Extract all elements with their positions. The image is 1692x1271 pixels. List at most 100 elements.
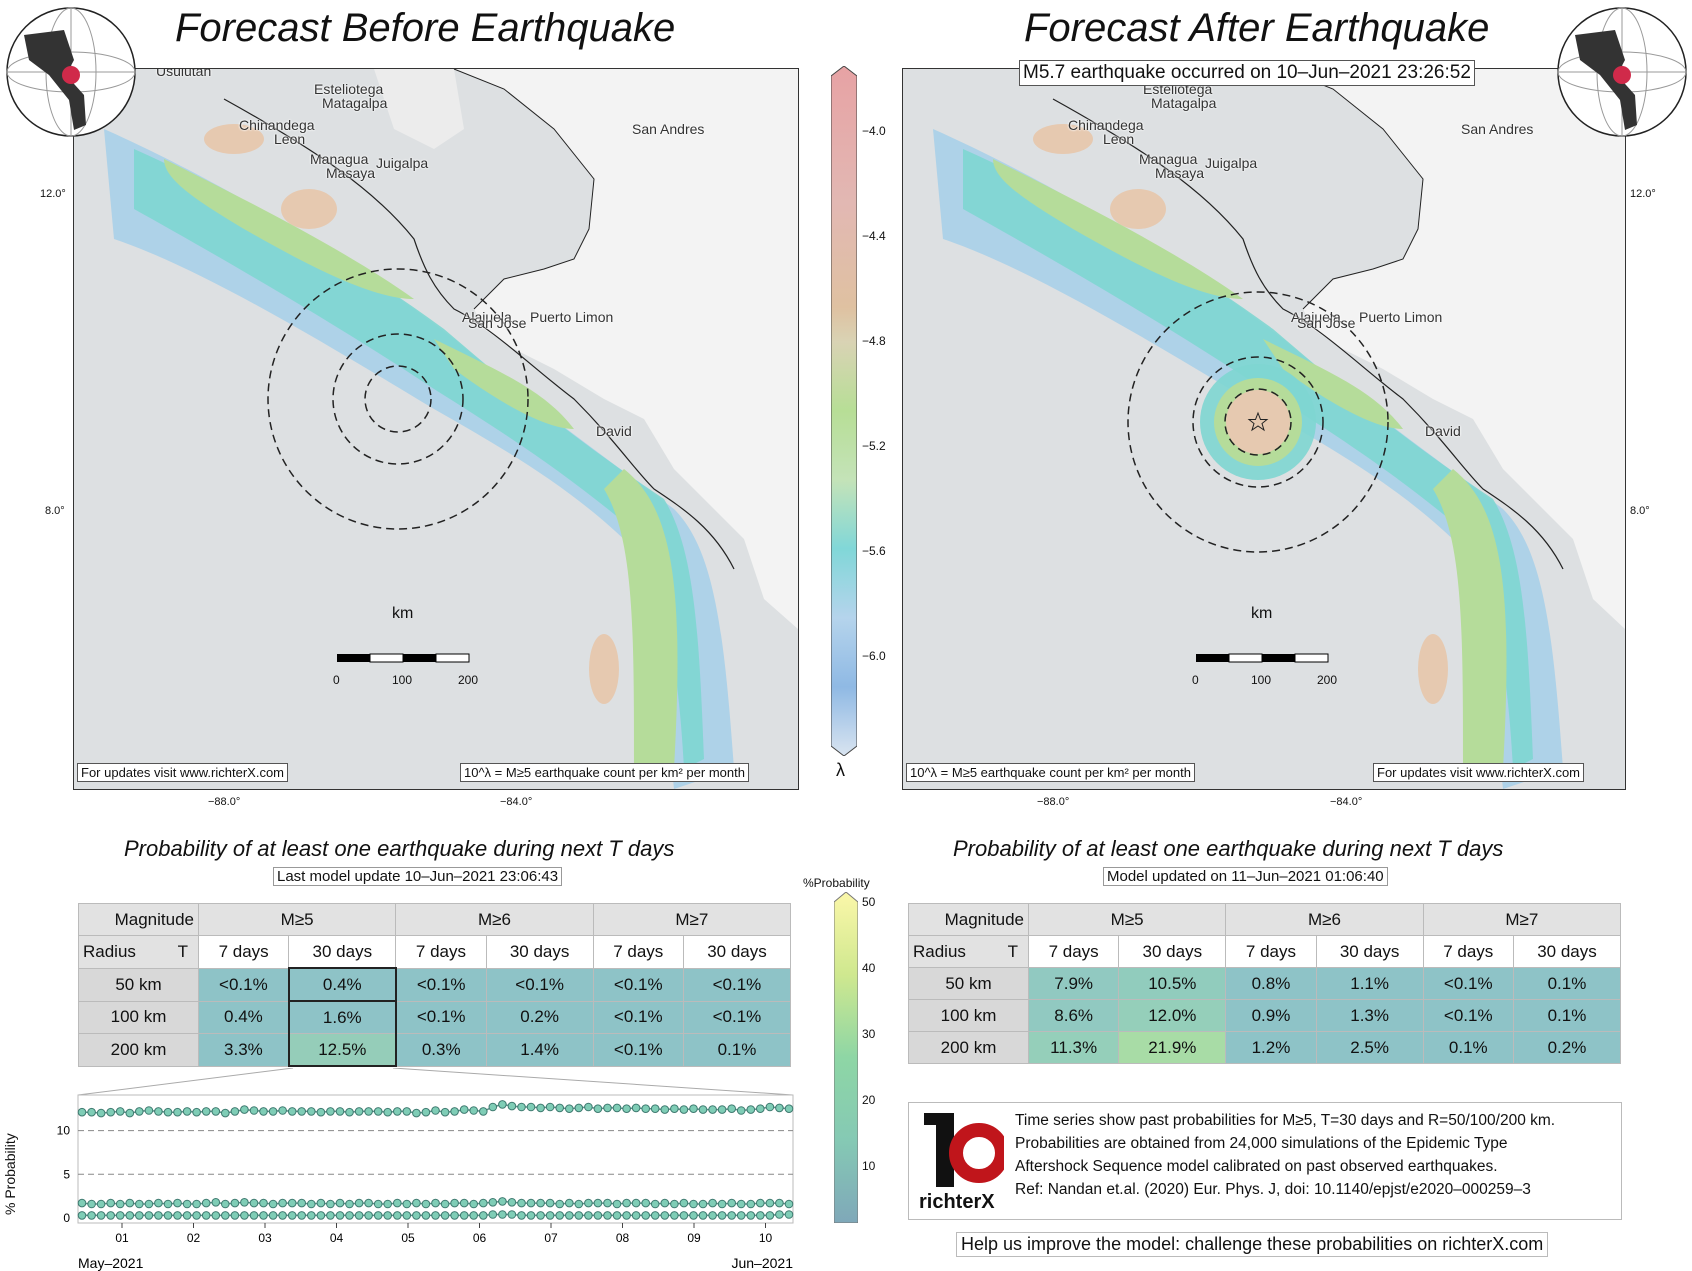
prob-cbar-tick: 30 [862,1027,876,1041]
data-point [440,1107,450,1117]
prob-cell: <0.1% [592,1033,684,1067]
data-point [565,1104,574,1114]
city-label: San Jose [468,315,527,331]
data-point [507,1101,517,1111]
prob-cell: 0.1% [1512,999,1622,1032]
y-tick-label: 10 [57,1124,71,1138]
data-point [603,1211,612,1220]
data-point [536,1211,545,1220]
prob-cell-selected[interactable]: 12.5% [287,1033,397,1067]
data-point [249,1211,259,1220]
data-point [622,1104,631,1114]
x-tick-label: 05 [401,1231,415,1245]
data-point [412,1211,421,1220]
days-header: 7 days [197,935,290,969]
data-point [459,1211,469,1220]
data-point [383,1107,393,1117]
data-point [775,1198,784,1208]
data-point [775,1210,784,1219]
city-label: San Andres [1461,121,1534,137]
data-point [784,1210,794,1219]
city-label: Matagalpa [322,95,388,111]
data-point [450,1107,459,1116]
data-point [469,1199,479,1209]
table-row: 100 km 8.6% 12.0% 0.9% 1.3% <0.1% 0.1% [908,999,1622,1032]
data-point [679,1198,689,1208]
prob-cell: <0.1% [1422,967,1514,1000]
left-map[interactable]: Usulutan Esteliotega Matagalpa Chinandeg… [73,68,799,790]
right-table-title: Probability of at least one earthquake d… [953,836,1504,861]
data-point [77,1198,87,1208]
table-row: 50 km 7.9% 10.5% 0.8% 1.1% <0.1% 0.1% [908,967,1622,1000]
prob-cell: 0.1% [1512,967,1622,1000]
event-note: M5.7 earthquake occurred on 10–Jun–2021 … [1019,60,1475,86]
data-point [77,1107,87,1117]
data-point [670,1104,679,1114]
data-point [373,1211,383,1220]
data-point [593,1198,603,1208]
data-point [297,1211,307,1220]
prob-cell: <0.1% [395,967,487,1002]
data-point [717,1105,727,1114]
data-point [526,1211,536,1220]
data-point [545,1198,555,1208]
data-point [736,1199,746,1209]
data-point [689,1211,698,1220]
prob-cell-selected[interactable]: 0.4% [287,967,397,1002]
data-point [163,1211,173,1220]
data-point [536,1198,545,1208]
right-prob-table: Magnitude M≥5 M≥6 M≥7 Radius T 7 days 30 … [908,903,1622,1064]
help-link[interactable]: Help us improve the model: challenge the… [956,1232,1549,1257]
ts-ylabel: % Probability [2,1133,18,1215]
city-label: San Jose [1297,315,1356,331]
city-label: Juigalpa [376,155,429,171]
data-point [736,1106,746,1115]
data-point [765,1102,775,1112]
right-table-subtitle: Model updated on 11–Jun–2021 01:06:40 [1103,867,1388,886]
data-point [593,1104,603,1114]
data-point [364,1211,373,1220]
prob-cell-selected[interactable]: 1.6% [287,1000,397,1034]
data-point [784,1199,794,1209]
prob-cell: <0.1% [682,967,792,1002]
data-point [278,1211,287,1220]
data-point [421,1107,431,1117]
city-label: Leon [1103,131,1135,147]
days-header: 30 days [1118,935,1227,968]
data-point [775,1103,784,1113]
data-point [287,1211,297,1220]
data-point [650,1211,660,1220]
data-point [307,1199,316,1209]
data-point [507,1198,517,1207]
units-note: 10^λ = M≥5 earthquake count per km² per … [460,763,749,782]
data-point [689,1199,698,1209]
prob-cell: <0.1% [1422,999,1514,1032]
data-point [230,1198,240,1208]
data-point [412,1108,421,1118]
data-point [96,1108,106,1118]
scale-tick: 200 [458,673,479,687]
data-point [421,1211,431,1220]
data-point [612,1199,622,1209]
data-point [526,1198,536,1208]
data-point [469,1211,479,1220]
data-point [163,1199,173,1209]
city-label: Chinandega [1068,117,1144,133]
right-map[interactable]: Esteliotega Matagalpa Chinandega Leon Ma… [902,68,1626,790]
data-point [440,1199,450,1209]
radius-t-header: Radius T [78,935,199,969]
data-point [641,1104,651,1114]
data-point [287,1198,297,1208]
city-label: Alajuela [1291,309,1341,325]
data-point [354,1107,364,1116]
data-point [316,1107,326,1117]
city-label: David [1425,423,1461,439]
city-label: Alajuela [462,309,512,325]
data-point [201,1211,211,1220]
data-point [154,1198,163,1208]
data-point [182,1107,192,1116]
left-prob-table: Magnitude M≥5 M≥6 M≥7 Radius T 7 days 30 … [78,903,792,1067]
data-point [221,1108,230,1118]
prob-cell: 1.1% [1315,967,1424,1000]
data-point [144,1199,154,1209]
